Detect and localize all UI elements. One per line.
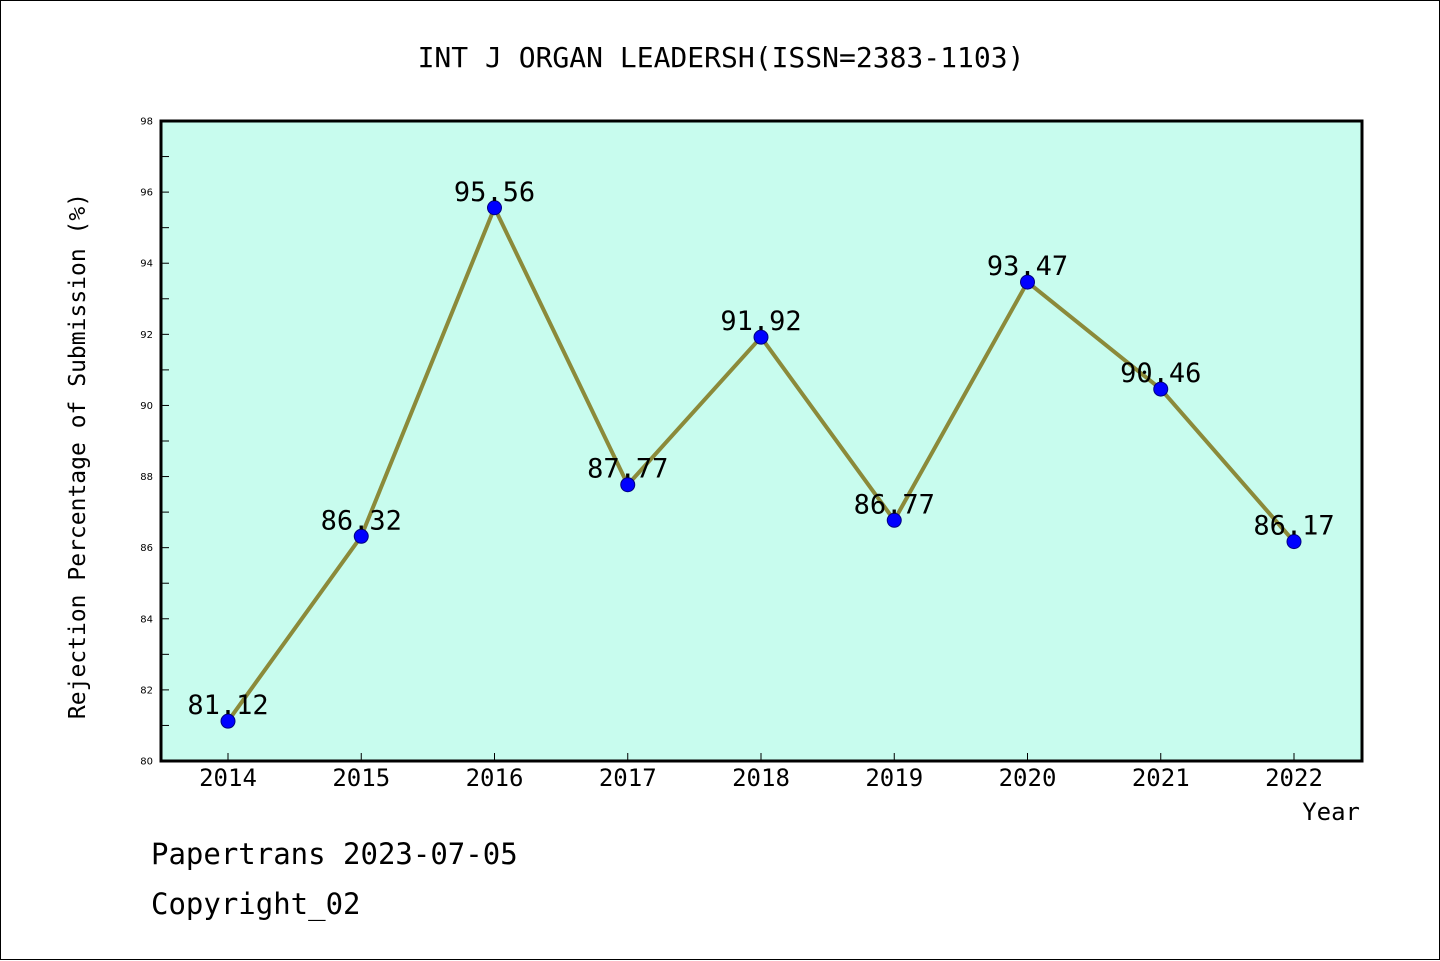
- data-point: [220, 713, 236, 729]
- data-label: 90.46: [1120, 358, 1201, 389]
- chart-title: INT J ORGAN LEADERSH(ISSN=2383-1103): [418, 41, 1025, 74]
- data-point: [886, 512, 902, 528]
- y-tick-label: 98: [140, 117, 153, 128]
- x-tick-label: 2014: [199, 764, 257, 792]
- data-point: [487, 200, 502, 216]
- data-label: 81.12: [187, 690, 268, 721]
- y-tick-label: 92: [140, 330, 153, 341]
- data-point: [1286, 534, 1302, 550]
- data-point: [1153, 381, 1169, 397]
- x-tick-label: 2022: [1265, 764, 1323, 792]
- y-tick-label: 88: [140, 472, 153, 483]
- data-label: 86.77: [854, 489, 935, 520]
- source-line: Papertrans 2023-07-05: [151, 837, 518, 871]
- data-label: 87.77: [587, 454, 668, 485]
- plot-border: [159, 119, 1364, 763]
- x-axis-label: Year: [1302, 798, 1360, 826]
- data-label: 86.17: [1253, 511, 1334, 542]
- y-axis: 80 82 84 86 88 90 92 94 96 98: [140, 117, 169, 768]
- data-labels: 81.12 86.32 95.56 87.77 91.92 86.77 93.47 90.46…: [187, 177, 1334, 721]
- data-label: 91.92: [720, 306, 801, 337]
- y-tick-label: 90: [140, 401, 153, 412]
- y-axis-label: Rejection Percentage of Submission (%): [65, 193, 91, 719]
- x-tick-label: 2020: [999, 764, 1057, 792]
- data-point: [620, 477, 636, 493]
- x-tick-label: 2019: [865, 764, 923, 792]
- y-tick-label: 84: [140, 614, 153, 625]
- y-tick-label: 80: [140, 757, 153, 768]
- copyright-line: Copyright_02: [151, 887, 361, 921]
- data-label: 93.47: [987, 251, 1068, 282]
- y-tick-label: 94: [140, 259, 153, 270]
- y-tick-label: 96: [140, 188, 153, 199]
- x-tick-label: 2015: [332, 764, 390, 792]
- plot-area: [161, 121, 1362, 761]
- data-point: [753, 329, 769, 345]
- x-tick-label: 2018: [732, 764, 790, 792]
- data-label: 86.32: [321, 505, 402, 536]
- data-label: 95.56: [454, 177, 535, 208]
- data-point: [353, 528, 369, 544]
- series-markers: [220, 200, 1302, 729]
- x-tick-label: 2016: [466, 764, 524, 792]
- x-tick-label: 2017: [599, 764, 657, 792]
- x-tick-label: 2021: [1132, 764, 1190, 792]
- x-axis: 2014 2015 2016 2017 2018 2019 2020 2021 2022: [199, 753, 1323, 792]
- data-point: [1020, 274, 1035, 290]
- y-tick-label: 86: [140, 543, 153, 554]
- y-tick-label: 82: [140, 685, 153, 696]
